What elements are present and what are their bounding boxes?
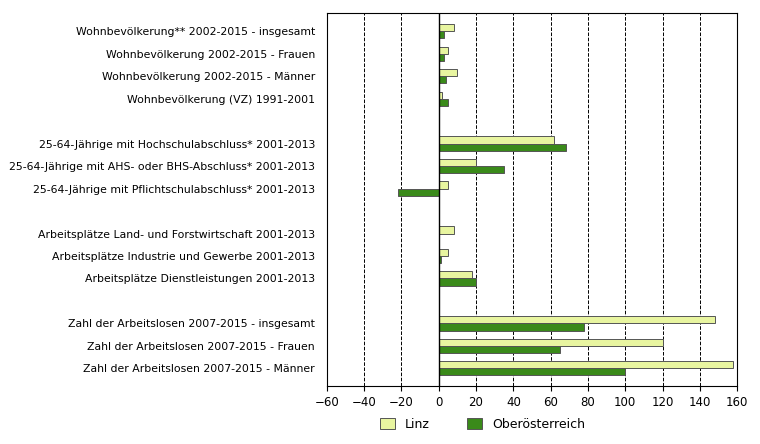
Bar: [397, 189, 439, 196]
Bar: [439, 24, 454, 31]
Bar: [439, 31, 445, 39]
Bar: [439, 278, 476, 285]
Bar: [439, 76, 446, 83]
Bar: [439, 249, 448, 256]
Bar: [439, 256, 441, 263]
Bar: [439, 143, 565, 151]
Bar: [439, 346, 560, 353]
Bar: [439, 159, 476, 166]
Bar: [439, 271, 472, 278]
Bar: [439, 323, 584, 331]
Legend: Linz, Oberösterreich: Linz, Oberösterreich: [375, 413, 591, 436]
Bar: [439, 91, 442, 99]
Bar: [439, 316, 715, 323]
Bar: [439, 369, 625, 376]
Bar: [439, 54, 445, 61]
Bar: [439, 69, 458, 76]
Bar: [439, 136, 554, 143]
Bar: [439, 361, 733, 369]
Bar: [439, 166, 504, 173]
Bar: [439, 99, 448, 106]
Bar: [439, 339, 663, 346]
Bar: [439, 182, 448, 189]
Bar: [439, 226, 454, 234]
Bar: [439, 47, 448, 54]
